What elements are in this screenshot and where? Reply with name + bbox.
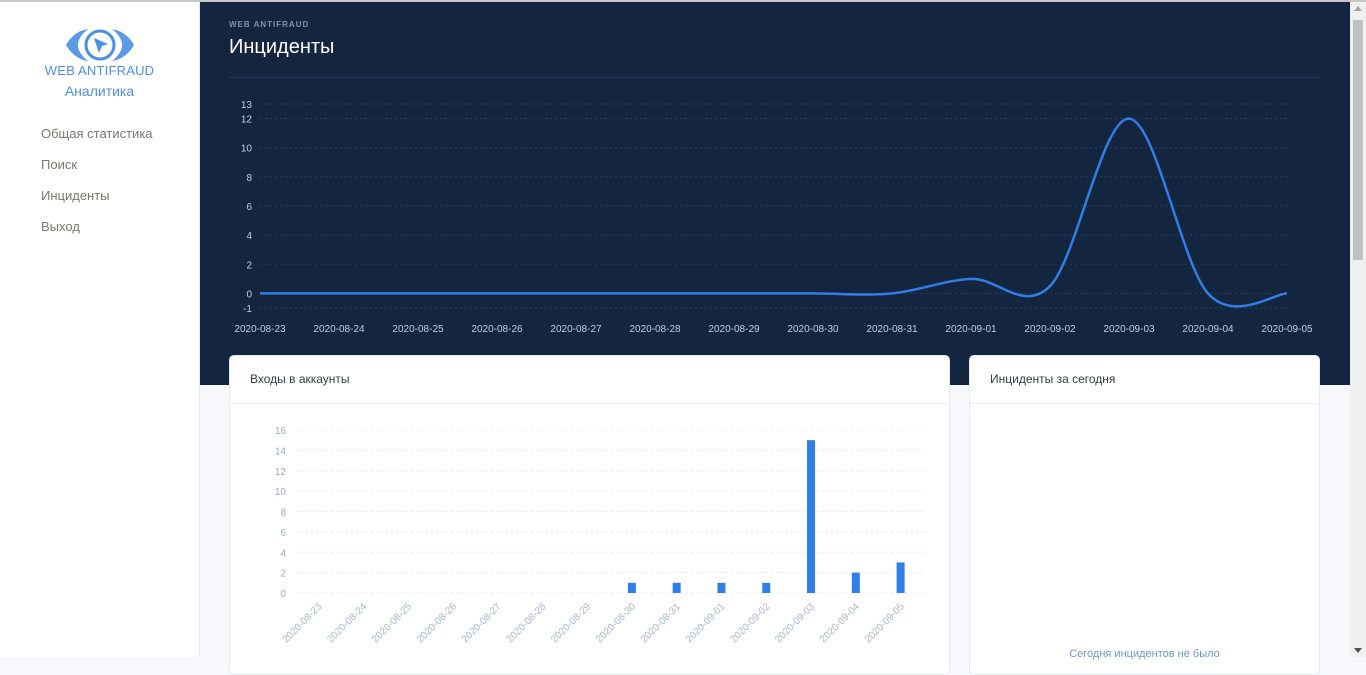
- eye-logo-icon: [65, 29, 134, 61]
- bar: [762, 582, 771, 593]
- logo[interactable]: WEB ANTIFRAUD Аналитика: [0, 2, 199, 99]
- y-tick-label: 6: [280, 528, 286, 539]
- sidebar-nav: Общая статистика Поиск Инциденты Выход: [41, 124, 153, 248]
- logins-card: Входы в аккаунты 0 2 4 6 8 10 12 14 16 2020-08-23…: [229, 355, 950, 675]
- x-tick-label: 2020-08-30: [787, 324, 839, 335]
- x-tick-label: 2020-08-28: [629, 324, 681, 335]
- x-tick-label: 2020-08-25: [370, 601, 414, 645]
- y-tick-label: 16: [275, 426, 287, 437]
- x-tick-label: 2020-09-03: [773, 601, 817, 645]
- x-tick-label: 2020-09-04: [1182, 324, 1234, 335]
- incidents-line-chart: -1 0 2 4 6 8 10 12 13 2020-08-23 2020-08-24 2020-08…: [234, 100, 1313, 335]
- y-tick-label: 12: [275, 467, 287, 478]
- x-tick-label: 2020-09-05: [863, 601, 907, 645]
- x-tick-label: 2020-08-31: [866, 324, 918, 335]
- x-tick-label: 2020-09-04: [818, 601, 862, 645]
- scroll-up-icon[interactable]: [1354, 6, 1362, 11]
- x-tick-label: 2020-08-29: [708, 324, 760, 335]
- x-tick-label: 2020-09-02: [1024, 324, 1076, 335]
- y-tick-label: 2: [246, 260, 252, 271]
- bar: [672, 582, 681, 593]
- x-tick-label: 2020-08-26: [471, 324, 523, 335]
- scrollbar-thumb[interactable]: [1353, 20, 1363, 260]
- x-tick-label: 2020-08-23: [281, 601, 325, 645]
- x-tick-label: 2020-09-02: [728, 601, 772, 645]
- y-tick-label: 0: [280, 589, 286, 600]
- page-pretitle: WEB ANTIFRAUD: [229, 20, 310, 29]
- x-tick-label: 2020-08-23: [234, 324, 286, 335]
- bar: [851, 572, 860, 593]
- logo-subtitle: Аналитика: [64, 83, 135, 99]
- y-tick-label: 10: [241, 144, 253, 155]
- sidebar: WEB ANTIFRAUD Аналитика Общая статистика…: [0, 2, 200, 657]
- x-tick-label: 2020-08-27: [550, 324, 602, 335]
- y-tick-label: 2: [280, 569, 286, 580]
- x-tick-label: 2020-08-26: [415, 601, 459, 645]
- y-tick-label: 4: [246, 231, 252, 242]
- page-title: Инциденты: [229, 36, 335, 58]
- sidebar-item-search[interactable]: Поиск: [41, 157, 78, 172]
- x-tick-label: 2020-08-29: [549, 601, 593, 645]
- x-tick-label: 2020-09-01: [684, 601, 728, 645]
- logo-title: WEB ANTIFRAUD: [44, 63, 155, 78]
- x-tick-label: 2020-08-30: [594, 601, 638, 645]
- today-incidents-title: Инциденты за сегодня: [970, 356, 1319, 404]
- bar: [896, 562, 905, 593]
- y-tick-label: 8: [280, 508, 286, 519]
- logins-card-title: Входы в аккаунты: [230, 356, 949, 404]
- y-tick-label: 4: [280, 548, 286, 559]
- bar: [807, 440, 816, 593]
- x-tick-label: 2020-09-03: [1103, 324, 1155, 335]
- y-tick-label: 10: [275, 487, 287, 498]
- sidebar-item-incidents[interactable]: Инциденты: [41, 188, 110, 203]
- y-tick-label: 6: [246, 202, 252, 213]
- x-tick-label: 2020-08-28: [504, 601, 548, 645]
- incidents-series-line: [260, 117, 1288, 308]
- x-tick-label: 2020-08-27: [460, 601, 504, 645]
- x-tick-label: 2020-08-31: [639, 601, 683, 645]
- y-tick-label: 14: [275, 446, 287, 457]
- x-tick-label: 2020-09-05: [1261, 324, 1313, 335]
- y-tick-label: 13: [241, 100, 253, 111]
- scrollbar[interactable]: [1350, 2, 1366, 657]
- main-content: WEB ANTIFRAUD Инциденты -1 0 2 4 6 8 10 12 13 202…: [200, 2, 1350, 675]
- sidebar-item-logout[interactable]: Выход: [41, 219, 80, 234]
- scroll-down-icon[interactable]: [1354, 648, 1362, 653]
- y-tick-label: 8: [246, 173, 252, 184]
- x-tick-label: 2020-08-24: [313, 324, 365, 335]
- x-tick-label: 2020-08-24: [325, 601, 369, 645]
- y-tick-label: -1: [243, 304, 252, 315]
- bar: [627, 582, 636, 593]
- x-tick-label: 2020-08-25: [392, 324, 444, 335]
- y-tick-label: 12: [241, 115, 253, 126]
- bar: [717, 582, 726, 593]
- today-incidents-card: Инциденты за сегодня Сегодня инцидентов …: [969, 355, 1320, 675]
- x-tick-label: 2020-09-01: [945, 324, 997, 335]
- sidebar-item-overview[interactable]: Общая статистика: [41, 126, 153, 141]
- divider: [229, 77, 1320, 78]
- header-panel: WEB ANTIFRAUD Инциденты -1 0 2 4 6 8 10 12 13 202…: [200, 2, 1350, 385]
- empty-state-text: Сегодня инцидентов не было: [1069, 648, 1220, 660]
- y-tick-label: 0: [246, 289, 252, 300]
